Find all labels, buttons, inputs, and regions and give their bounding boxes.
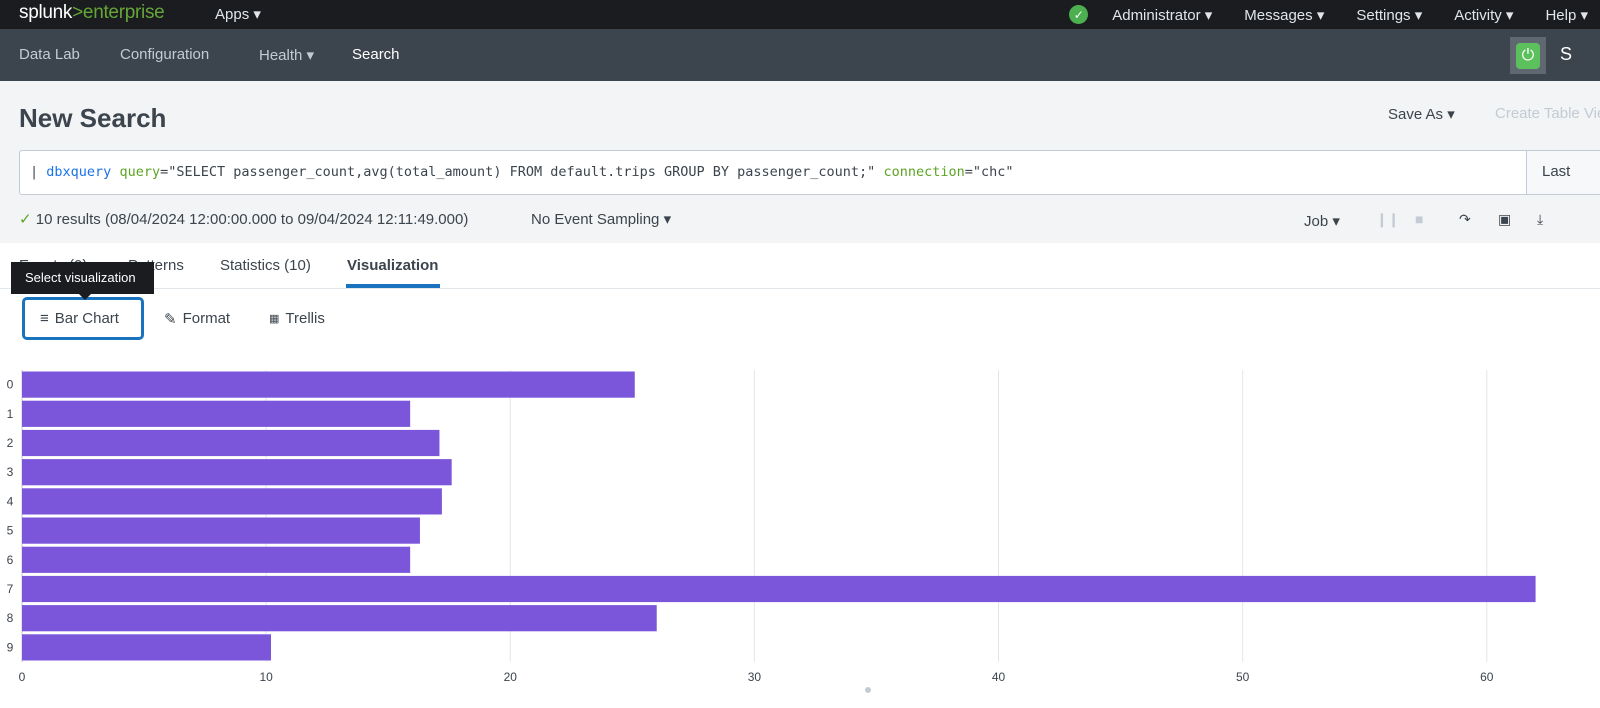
pause-icon[interactable]: ❙❙ [1376,211,1400,227]
x-tick-label: 50 [1236,670,1250,684]
x-tick-label: 60 [1480,670,1494,684]
y-tick-label: 3 [7,465,14,479]
check-icon: ✓ [19,211,32,228]
results-tabs: Events (0) Patterns Statistics (10) Visu… [0,243,1600,289]
job-menu[interactable]: Job ▾ [1304,213,1340,230]
bar [22,605,657,632]
y-tick-label: 8 [7,611,14,625]
label: Bar Chart [54,310,119,327]
bar [22,575,1536,603]
bar [22,546,411,573]
brush-icon: ✎ [164,310,177,328]
arg-value: ="SELECT passenger_count,avg(total_amoun… [160,164,884,180]
y-tick-label: 5 [7,524,14,538]
administrator-menu[interactable]: Administrator ▾ [1112,6,1213,24]
event-sampling-dropdown[interactable]: No Event Sampling ▾ [531,211,672,228]
x-tick-label: 20 [504,670,518,684]
nav-configuration[interactable]: Configuration [120,46,210,63]
resize-handle [865,687,871,693]
bar [22,371,635,398]
time-range-picker[interactable]: Last [1526,151,1600,194]
y-tick-label: 1 [7,407,14,421]
help-menu[interactable]: Help ▾ [1545,6,1588,24]
bar [22,517,420,544]
y-tick-label: 4 [7,494,14,508]
splunk-logo[interactable]: splunk>enterprise [19,2,165,23]
result-count: ✓ 10 results (08/04/2024 12:00:00.000 to… [19,210,468,228]
bar [22,634,272,661]
x-tick-label: 40 [992,670,1006,684]
apps-menu[interactable]: Apps ▾ [215,6,261,23]
nav-search[interactable]: Search [352,46,400,63]
page-title: New Search [19,103,167,133]
command: dbxquery [46,164,112,180]
x-tick-label: 0 [19,670,26,684]
check-circle-icon[interactable]: ✓ [1069,5,1089,24]
y-tick-label: 6 [7,553,14,567]
nav-health[interactable]: Health ▾ [259,47,315,64]
bar-chart: 0 10 20 30 40 50 60 0 1 2 3 4 5 6 7 8 9 [7,370,1536,693]
x-tick-label: 10 [259,670,273,684]
stop-icon[interactable]: ■ [1415,211,1424,227]
app-icon[interactable]: ⏻ [1510,37,1546,74]
bar [22,400,411,427]
active-tab-indicator [346,284,440,288]
top-bar: splunk>enterprise Apps ▾ ✓ Administrator… [0,0,1600,29]
tooltip: Select visualization [11,262,154,300]
download-icon[interactable]: ⤓ [1537,211,1544,227]
select-visualization-button[interactable]: ≡ Bar Chart [22,297,144,340]
arg: connection [883,164,965,180]
tab-visualization[interactable]: Visualization [347,257,439,274]
x-tick-label: 30 [748,670,762,684]
trellis-button[interactable]: ▦ Trellis [251,297,343,340]
y-tick-label: 2 [7,436,14,450]
plug-icon: ⏻ [1516,42,1540,69]
arg: query [119,164,161,180]
settings-menu[interactable]: Settings ▾ [1356,6,1423,24]
label: Trellis [285,310,325,327]
arg-value: ="chc" [964,164,1014,180]
activity-menu[interactable]: Activity ▾ [1454,6,1514,24]
label: Format [182,310,231,327]
y-tick-label: 9 [7,640,14,654]
grid-icon: ▦ [269,313,280,325]
pipe: | [30,164,47,180]
y-tick-label: 0 [7,378,14,392]
bar [22,429,440,457]
y-tick-label: 7 [7,582,14,596]
app-name: S [1560,44,1573,64]
create-table-view-button[interactable]: Create Table View [1495,105,1600,122]
nav-data-lab[interactable]: Data Lab [19,46,80,63]
results-text: 10 results (08/04/2024 12:00:00.000 to 0… [35,211,469,228]
search-input[interactable]: | dbxquery query="SELECT passenger_count… [19,150,1600,195]
app-nav: Data Lab Configuration Health ▾ Search [0,29,1600,81]
save-as-button[interactable]: Save As ▾ [1388,106,1455,123]
search-header: New Search Save As ▾ Create Table View |… [0,81,1600,243]
print-icon[interactable]: ▣ [1498,211,1512,227]
format-button[interactable]: ✎ Format [146,297,248,340]
bar [22,459,452,486]
share-icon[interactable]: ↷ [1459,211,1471,227]
bar-chart-icon: ≡ [40,310,49,327]
bar [22,488,442,515]
tab-statistics[interactable]: Statistics (10) [220,257,311,274]
messages-menu[interactable]: Messages ▾ [1244,6,1325,24]
